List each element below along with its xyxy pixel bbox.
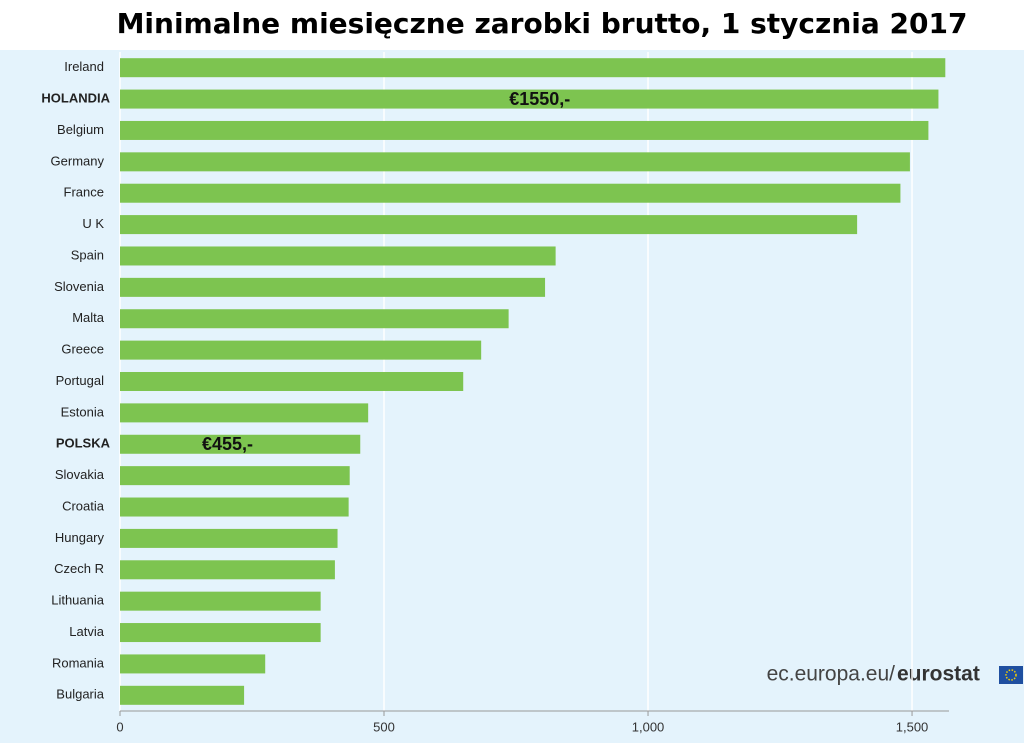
chart-title: Minimalne miesięczne zarobki brutto, 1 s… <box>117 7 968 40</box>
y-tick-label: HOLANDIA <box>41 91 110 106</box>
y-tick-label: Slovenia <box>54 279 105 294</box>
x-tick-label: 0 <box>116 719 123 734</box>
y-tick-label: Malta <box>72 310 105 325</box>
bar <box>120 89 939 109</box>
y-tick-label: POLSKA <box>56 436 111 451</box>
bar <box>120 215 858 235</box>
y-tick-label: U K <box>82 216 104 231</box>
y-tick-label: Romania <box>52 655 105 670</box>
bar <box>120 591 321 611</box>
eu-stars <box>1005 669 1017 681</box>
bar <box>120 403 369 423</box>
y-tick-label: Belgium <box>57 122 104 137</box>
bar <box>120 58 946 78</box>
bar <box>120 309 509 329</box>
y-tick-label: Spain <box>71 247 104 262</box>
bar <box>120 497 349 517</box>
bar <box>120 372 464 391</box>
bar <box>120 152 910 172</box>
bar <box>120 340 482 360</box>
y-tick-label: Lithuania <box>51 593 105 608</box>
y-tick-label: Bulgaria <box>56 687 104 702</box>
bar <box>120 277 546 297</box>
title-band <box>0 0 1024 50</box>
x-tick-label: 500 <box>373 719 395 734</box>
y-tick-label: Estonia <box>61 404 105 419</box>
y-tick-label: Slovakia <box>55 467 105 482</box>
value-label: €1550,- <box>509 89 570 109</box>
bar <box>120 654 266 674</box>
y-tick-label: Ireland <box>64 59 104 74</box>
bar <box>120 685 245 705</box>
y-tick-label: Greece <box>61 342 104 357</box>
bar <box>120 560 335 580</box>
y-tick-label: Hungary <box>55 530 105 545</box>
x-tick-label: 1,500 <box>896 719 929 734</box>
y-tick-label: Portugal <box>56 373 105 388</box>
y-tick-label: Latvia <box>69 624 104 639</box>
value-label: €455,- <box>202 434 253 454</box>
y-tick-label: France <box>64 185 104 200</box>
y-tick-label: Czech R <box>54 561 104 576</box>
bar <box>120 183 901 203</box>
bar <box>120 623 321 643</box>
source: ec.europa.eu/ <box>767 663 896 686</box>
y-tick-label: Germany <box>51 153 105 168</box>
bar <box>120 120 929 140</box>
eu-flag <box>999 666 1023 684</box>
bar <box>120 246 556 266</box>
y-tick-label: Croatia <box>62 498 105 513</box>
source-brand: eurostat <box>897 663 980 686</box>
x-tick-label: 1,000 <box>632 719 665 734</box>
bar <box>120 528 338 548</box>
bar <box>120 466 350 486</box>
bar <box>120 434 361 454</box>
